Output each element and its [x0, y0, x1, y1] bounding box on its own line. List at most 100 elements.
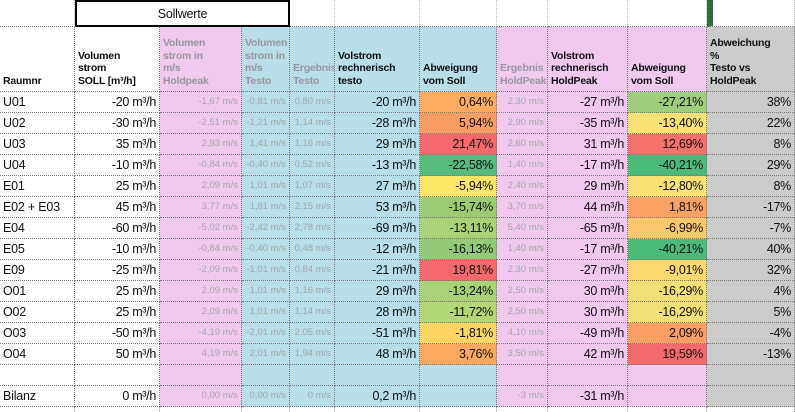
cell-raumnr[interactable]: U02: [0, 113, 75, 134]
cell-volstrom-testo[interactable]: -28 m³/h: [335, 113, 420, 134]
partial-cell[interactable]: [290, 407, 335, 412]
cell-ergebnis-testo[interactable]: 2,78 m/s: [290, 218, 335, 239]
partial-cell[interactable]: [548, 407, 628, 412]
cell-ergebnis-testo[interactable]: 0 m/s: [290, 386, 335, 407]
partial-cell[interactable]: [497, 407, 548, 412]
col-header-abweigung-holdpeak[interactable]: Abweigung vom Soll: [628, 27, 707, 92]
cell-holdpeak-ms[interactable]: -4,19 m/s: [160, 323, 242, 344]
cell-abweigung-holdpeak[interactable]: -6,99%: [628, 218, 707, 239]
partial-cell[interactable]: [242, 407, 290, 412]
cell-volstrom-testo[interactable]: 0,2 m³/h: [335, 386, 420, 407]
col-header-soll[interactable]: Volumen strom SOLL [m³/h]: [75, 27, 160, 92]
cell-testo-ms[interactable]: 0,00 m/s: [242, 386, 290, 407]
cell-holdpeak-ms[interactable]: 2,09 m/s: [160, 176, 242, 197]
cell-volumenstrom-soll[interactable]: -50 m³/h: [75, 323, 160, 344]
cell-ergebnis-testo[interactable]: 1,16 m/s: [290, 134, 335, 155]
partial-cell[interactable]: [420, 407, 497, 412]
cell-volstrom-holdpeak[interactable]: -17 m³/h: [548, 239, 628, 260]
cell-volstrom-testo[interactable]: -69 m³/h: [335, 218, 420, 239]
cell-holdpeak-ms[interactable]: -2,51 m/s: [160, 113, 242, 134]
cell-abweichung-pct[interactable]: 22%: [707, 113, 795, 134]
cell-abweigung-holdpeak[interactable]: -27,21%: [628, 92, 707, 113]
cell-volumenstrom-soll[interactable]: -10 m³/h: [75, 155, 160, 176]
cell-volumenstrom-soll[interactable]: 45 m³/h: [75, 197, 160, 218]
cell-raumnr[interactable]: E02 + E03: [0, 197, 75, 218]
cell-abweichung-pct[interactable]: 32%: [707, 260, 795, 281]
cell-ergebnis-holdpeak[interactable]: [497, 365, 548, 386]
cell-volstrom-holdpeak[interactable]: -17 m³/h: [548, 155, 628, 176]
cell-holdpeak-ms[interactable]: -0,84 m/s: [160, 155, 242, 176]
cell-volstrom-holdpeak[interactable]: -27 m³/h: [548, 92, 628, 113]
cell-volstrom-testo[interactable]: 48 m³/h: [335, 344, 420, 365]
cell-holdpeak-ms[interactable]: 4,19 m/s: [160, 344, 242, 365]
cell-raumnr[interactable]: E01: [0, 176, 75, 197]
cell-volumenstrom-soll[interactable]: 25 m³/h: [75, 176, 160, 197]
cell-abweigung-testo[interactable]: -1,81%: [420, 323, 497, 344]
cell-abweigung-holdpeak[interactable]: 12,69%: [628, 134, 707, 155]
cell-holdpeak-ms[interactable]: 0,00 m/s: [160, 386, 242, 407]
cell-abweigung-holdpeak[interactable]: [628, 365, 707, 386]
cell-holdpeak-ms[interactable]: -1,67 m/s: [160, 92, 242, 113]
cell-ergebnis-testo[interactable]: 1,94 m/s: [290, 344, 335, 365]
cell-testo-ms[interactable]: -0,81 m/s: [242, 92, 290, 113]
cell-abweichung-pct[interactable]: [707, 386, 795, 407]
cell-ergebnis-holdpeak[interactable]: 2,50 m/s: [497, 302, 548, 323]
cell-volstrom-holdpeak[interactable]: -31 m³/h: [548, 386, 628, 407]
cell-volumenstrom-soll[interactable]: [75, 365, 160, 386]
cell-holdpeak-ms[interactable]: [160, 365, 242, 386]
cell-ergebnis-testo[interactable]: 2,15 m/s: [290, 197, 335, 218]
cell-raumnr[interactable]: U01: [0, 92, 75, 113]
green-marker-cell[interactable]: [707, 0, 795, 27]
cell-volstrom-testo[interactable]: -12 m³/h: [335, 239, 420, 260]
cell-ergebnis-holdpeak[interactable]: 2,90 m/s: [497, 113, 548, 134]
cell-abweigung-testo[interactable]: -5,94%: [420, 176, 497, 197]
cell-testo-ms[interactable]: [242, 365, 290, 386]
cell-raumnr[interactable]: U03: [0, 134, 75, 155]
cell-abweigung-holdpeak[interactable]: -40,21%: [628, 239, 707, 260]
cell-testo-ms[interactable]: 1,81 m/s: [242, 197, 290, 218]
cell-raumnr[interactable]: O04: [0, 344, 75, 365]
cell-raumnr[interactable]: O03: [0, 323, 75, 344]
cell-abweigung-testo[interactable]: 3,76%: [420, 344, 497, 365]
top-empty-cell[interactable]: [335, 0, 420, 27]
cell-raumnr[interactable]: E05: [0, 239, 75, 260]
cell-abweichung-pct[interactable]: 5%: [707, 302, 795, 323]
cell-volumenstrom-soll[interactable]: -20 m³/h: [75, 92, 160, 113]
cell-testo-ms[interactable]: 1,01 m/s: [242, 302, 290, 323]
cell-volstrom-holdpeak[interactable]: 31 m³/h: [548, 134, 628, 155]
cell-volstrom-testo[interactable]: 53 m³/h: [335, 197, 420, 218]
cell-volumenstrom-soll[interactable]: 25 m³/h: [75, 302, 160, 323]
cell-ergebnis-holdpeak[interactable]: -3 m/s: [497, 386, 548, 407]
cell-abweichung-pct[interactable]: [707, 365, 795, 386]
cell-holdpeak-ms[interactable]: 2,09 m/s: [160, 281, 242, 302]
cell-abweigung-testo[interactable]: [420, 365, 497, 386]
cell-ergebnis-holdpeak[interactable]: 4,10 m/s: [497, 323, 548, 344]
partial-cell[interactable]: [160, 407, 242, 412]
cell-holdpeak-ms[interactable]: 2,93 m/s: [160, 134, 242, 155]
cell-testo-ms[interactable]: 1,01 m/s: [242, 176, 290, 197]
cell-volstrom-holdpeak[interactable]: [548, 365, 628, 386]
cell-abweigung-holdpeak[interactable]: -16,29%: [628, 281, 707, 302]
col-header-abweichung-pct[interactable]: Abweichung % Testo vs HoldPeak: [707, 27, 795, 92]
cell-ergebnis-testo[interactable]: 2,05 m/s: [290, 323, 335, 344]
cell-abweichung-pct[interactable]: -17%: [707, 197, 795, 218]
cell-holdpeak-ms[interactable]: 3,77 m/s: [160, 197, 242, 218]
cell-testo-ms[interactable]: 2,01 m/s: [242, 344, 290, 365]
cell-volumenstrom-soll[interactable]: -10 m³/h: [75, 239, 160, 260]
cell-abweigung-testo[interactable]: -22,58%: [420, 155, 497, 176]
cell-testo-ms[interactable]: -2,01 m/s: [242, 323, 290, 344]
cell-volstrom-testo[interactable]: 29 m³/h: [335, 281, 420, 302]
cell-abweichung-pct[interactable]: -13%: [707, 344, 795, 365]
sollwerte-header[interactable]: Sollwerte: [75, 0, 290, 27]
cell-abweigung-holdpeak[interactable]: 19,59%: [628, 344, 707, 365]
cell-testo-ms[interactable]: 1,41 m/s: [242, 134, 290, 155]
cell-ergebnis-testo[interactable]: 1,07 m/s: [290, 176, 335, 197]
cell-abweigung-holdpeak[interactable]: -12,80%: [628, 176, 707, 197]
cell-volstrom-holdpeak[interactable]: 29 m³/h: [548, 176, 628, 197]
cell-volstrom-holdpeak[interactable]: 42 m³/h: [548, 344, 628, 365]
cell-volstrom-testo[interactable]: 27 m³/h: [335, 176, 420, 197]
cell-ergebnis-testo[interactable]: [290, 365, 335, 386]
cell-testo-ms[interactable]: -2,42 m/s: [242, 218, 290, 239]
cell-abweigung-testo[interactable]: -13,24%: [420, 281, 497, 302]
cell-testo-ms[interactable]: -1,01 m/s: [242, 260, 290, 281]
